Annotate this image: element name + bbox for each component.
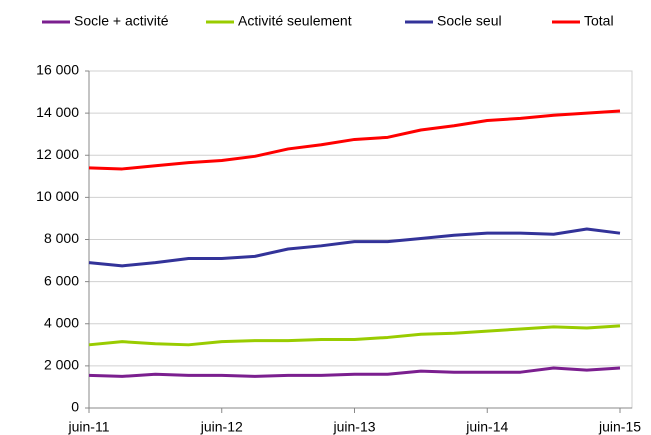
legend-label: Total — [584, 13, 614, 29]
x-tick-label: juin-11 — [68, 419, 110, 435]
legend-label: Activité seulement — [238, 13, 352, 29]
y-tick-label: 8 000 — [44, 230, 79, 246]
x-tick-label: juin-14 — [465, 419, 508, 435]
y-tick-label: 12 000 — [36, 146, 79, 162]
y-tick-label: 6 000 — [44, 272, 79, 288]
series-line — [88, 366, 621, 378]
series-line — [88, 227, 621, 268]
y-tick-label: 14 000 — [36, 104, 79, 120]
legend-label: Socle + activité — [74, 13, 169, 29]
y-tick-label: 2 000 — [44, 357, 79, 373]
x-tick-label: juin-13 — [332, 419, 375, 435]
series-line — [88, 324, 621, 347]
legend-label: Socle seul — [437, 13, 502, 29]
series-line — [88, 109, 621, 171]
y-tick-label: 0 — [71, 399, 79, 415]
x-tick-label: juin-12 — [200, 419, 243, 435]
y-tick-label: 4 000 — [44, 314, 79, 330]
y-tick-label: 16 000 — [36, 62, 79, 78]
x-tick-label: juin-15 — [598, 419, 641, 435]
y-tick-label: 10 000 — [36, 188, 79, 204]
